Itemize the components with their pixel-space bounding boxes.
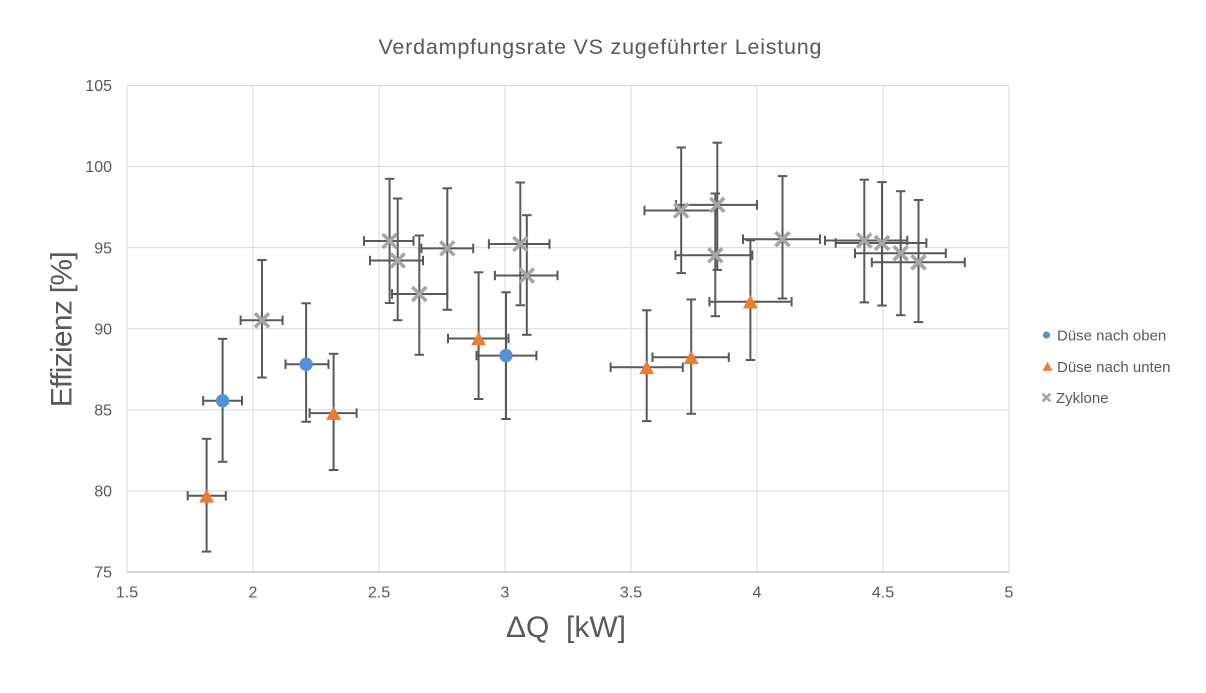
svg-text:1.5: 1.5: [116, 585, 138, 602]
svg-text:ΔQ [kW]: ΔQ [kW]: [506, 611, 626, 644]
svg-text:75: 75: [94, 565, 112, 582]
svg-text:Zyklone: Zyklone: [1056, 390, 1109, 407]
svg-text:80: 80: [94, 484, 112, 501]
svg-text:5: 5: [1005, 585, 1014, 602]
svg-text:90: 90: [94, 322, 112, 339]
svg-text:2: 2: [249, 585, 258, 602]
svg-text:105: 105: [85, 78, 112, 95]
svg-text:85: 85: [94, 403, 112, 420]
svg-text:Effizienz [%]: Effizienz [%]: [46, 251, 79, 407]
svg-text:4: 4: [753, 585, 762, 602]
svg-text:Düse nach oben: Düse nach oben: [1057, 327, 1166, 344]
svg-text:2.5: 2.5: [368, 585, 390, 602]
svg-text:4.5: 4.5: [872, 585, 894, 602]
svg-text:3: 3: [501, 585, 510, 602]
svg-text:Düse nach unten: Düse nach unten: [1057, 359, 1170, 376]
svg-text:100: 100: [85, 159, 112, 176]
svg-text:Verdampfungsrate VS zugeführte: Verdampfungsrate VS zugeführter Leistung: [379, 35, 822, 59]
svg-text:95: 95: [94, 240, 112, 257]
svg-text:3.5: 3.5: [620, 585, 642, 602]
